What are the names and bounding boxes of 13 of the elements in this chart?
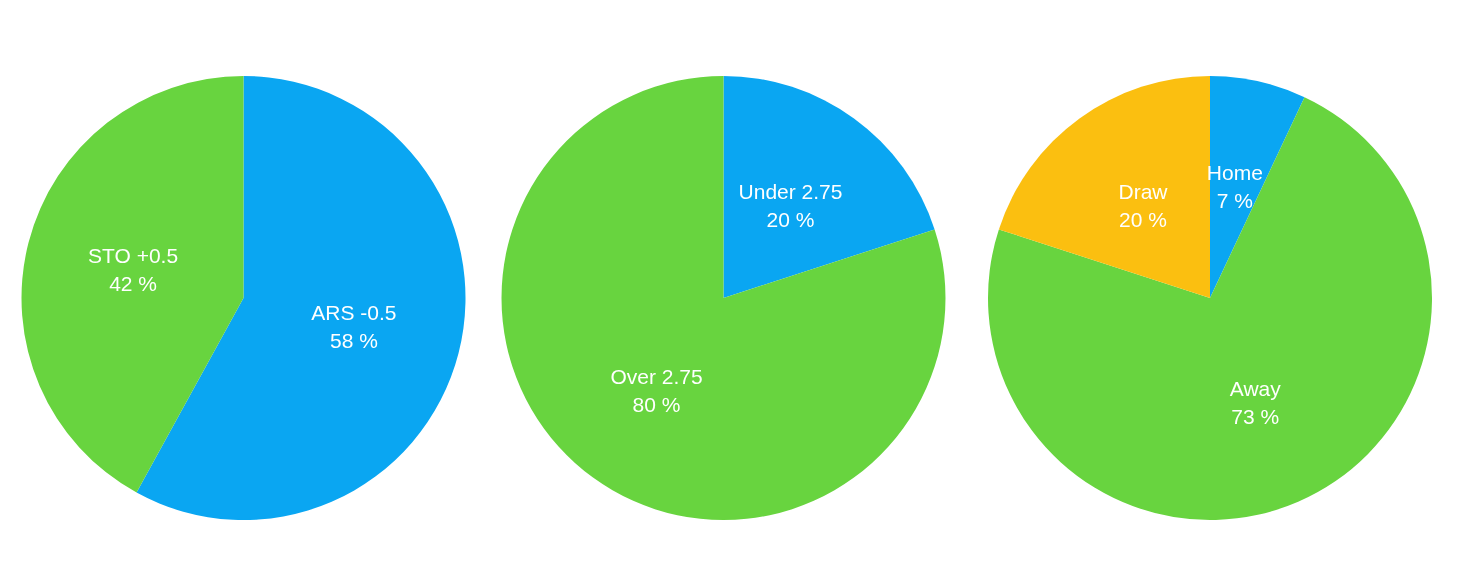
slice-label: Draw bbox=[1118, 180, 1169, 204]
data-label: 20 % bbox=[1119, 208, 1167, 232]
slice-label: Away bbox=[1229, 377, 1282, 401]
data-label: 42 % bbox=[109, 272, 158, 296]
data-label: 73 % bbox=[1231, 405, 1280, 429]
data-label: 80 % bbox=[632, 392, 681, 416]
slice-label: ARS -0.5 bbox=[311, 300, 397, 324]
data-label: 58 % bbox=[329, 328, 378, 352]
slice-label: STO +0.5 bbox=[88, 244, 179, 268]
slice-label: Under 2.75 bbox=[738, 180, 843, 204]
data-label: 20 % bbox=[766, 208, 815, 232]
slice-label: Over 2.75 bbox=[610, 364, 703, 388]
data-label: 7 % bbox=[1216, 189, 1253, 213]
